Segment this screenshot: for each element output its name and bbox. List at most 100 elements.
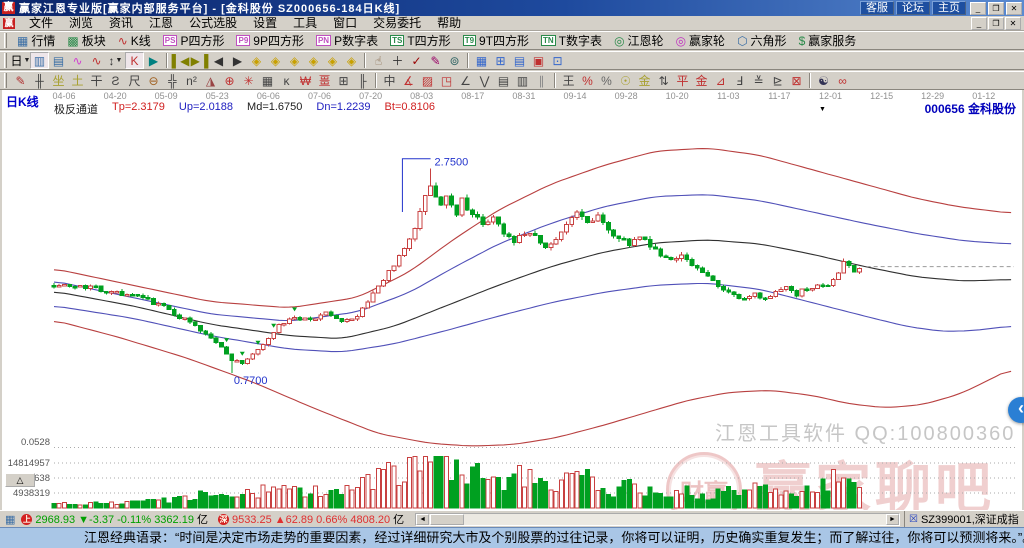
tri-right-icon[interactable]: ⊵: [772, 73, 783, 88]
menu-文件[interactable]: 文件: [29, 16, 54, 30]
titlebar-link-论坛[interactable]: 论坛: [896, 1, 930, 15]
le-icon[interactable]: ≚: [753, 73, 764, 88]
gann-diamond-6-icon[interactable]: ◈: [346, 53, 357, 68]
corner-box-icon[interactable]: ◳: [440, 73, 453, 88]
check-wave-icon[interactable]: ⋁: [479, 73, 490, 88]
last-bar-icon[interactable]: ▶▐: [190, 53, 209, 68]
mdi-restore-button[interactable]: ❐: [988, 16, 1004, 30]
candle-style-dropdown[interactable]: ↕ ▼: [108, 53, 123, 68]
toolbar-t-square-button[interactable]: TS T四方形: [384, 32, 457, 49]
toolbar-grip[interactable]: [4, 33, 7, 48]
red-box-icon[interactable]: 畺: [318, 74, 331, 88]
toolbar-winner-service-button[interactable]: $ 赢家服务: [793, 32, 863, 49]
szse-logo-icon[interactable]: 深: [217, 513, 229, 525]
span-tool-icon[interactable]: ╟: [358, 73, 367, 88]
fan-lines-icon[interactable]: ∡: [403, 73, 414, 88]
menu-帮助[interactable]: 帮助: [437, 16, 462, 30]
toolbar-grip[interactable]: [4, 53, 7, 68]
ruler-icon[interactable]: 尺: [128, 74, 141, 88]
parallel-icon[interactable]: ∥: [538, 73, 545, 88]
market-window-icon[interactable]: ▥: [30, 52, 49, 69]
box-grid-icon[interactable]: ▦: [261, 73, 274, 88]
toolbar-t9-square-button[interactable]: T9 9T四方形: [457, 32, 535, 49]
first-bar-icon[interactable]: ▌◀: [171, 53, 190, 68]
sse-logo-icon[interactable]: 上: [21, 513, 33, 525]
toolbar-sectors-button[interactable]: ▩ 板块: [61, 32, 111, 49]
gann-yellow-1-icon[interactable]: 坐: [52, 74, 65, 88]
shade-box-icon[interactable]: ▨: [421, 73, 434, 88]
w-wave-icon[interactable]: ₩: [299, 73, 312, 88]
grid-box-icon[interactable]: ⊞: [338, 73, 349, 88]
infinity-icon[interactable]: ∞: [838, 73, 847, 88]
updown-icon[interactable]: ⇅: [658, 73, 669, 88]
mdi-minimize-button[interactable]: _: [971, 16, 987, 30]
calculator-icon[interactable]: ⊞: [495, 53, 506, 68]
toolbar-p9-square-button[interactable]: P9 9P四方形: [230, 32, 309, 49]
pen-tool-icon[interactable]: ✎: [15, 73, 26, 88]
menu-窗口[interactable]: 窗口: [333, 16, 358, 30]
add-tool-icon[interactable]: ＋: [391, 54, 404, 68]
grid-dense-icon[interactable]: ╬: [168, 73, 177, 88]
binocular-icon[interactable]: ⊚: [449, 53, 460, 68]
info-window-icon[interactable]: ▤: [52, 53, 65, 68]
crossbox-icon[interactable]: ⊠: [791, 73, 802, 88]
prev-bar-icon[interactable]: ◀: [213, 53, 224, 68]
menu-浏览[interactable]: 浏览: [69, 16, 94, 30]
toolbar-t-number-button[interactable]: TN T数字表: [535, 32, 608, 49]
menu-资讯[interactable]: 资讯: [109, 16, 134, 30]
menu-江恩[interactable]: 江恩: [149, 16, 174, 30]
level-icon[interactable]: 平: [676, 74, 689, 88]
gann-diamond-4-icon[interactable]: ◈: [308, 53, 319, 68]
taiji-icon[interactable]: ☯: [818, 73, 829, 88]
gann-grid-icon[interactable]: ╫: [35, 73, 44, 88]
pane-tab-daily-kline[interactable]: 日K线: [6, 95, 39, 109]
f-angle-icon[interactable]: Ⅎ: [736, 73, 743, 88]
toolbar-grip[interactable]: [4, 73, 7, 88]
n2-icon[interactable]: n²: [186, 73, 197, 88]
angle-icon[interactable]: ∠: [460, 73, 471, 88]
sidebar-expand-button[interactable]: ‹: [1008, 397, 1024, 423]
memo-icon[interactable]: ▤: [513, 53, 526, 68]
percent-red-icon[interactable]: %: [582, 73, 593, 88]
gann-diamond-2-icon[interactable]: ◈: [270, 53, 281, 68]
restore-button[interactable]: ❐: [988, 1, 1004, 15]
label-tool-icon[interactable]: ✎: [430, 53, 441, 68]
menu-工具[interactable]: 工具: [293, 16, 318, 30]
gold-red-icon[interactable]: 金: [695, 74, 708, 88]
scroll-right-icon[interactable]: ►: [886, 513, 899, 525]
triangle-icon[interactable]: ◮: [205, 73, 216, 88]
gann-5-icon[interactable]: Ƨ: [111, 73, 120, 88]
mdi-close-button[interactable]: ✕: [1005, 16, 1021, 30]
toolbar-hexagon-button[interactable]: ⬡ 六角形: [731, 32, 793, 49]
trend-pink-icon[interactable]: ∿: [72, 53, 83, 68]
fine-grid-icon[interactable]: ▤: [497, 73, 510, 88]
gold-gann-icon[interactable]: 金: [638, 74, 651, 88]
menu-设置[interactable]: 设置: [253, 16, 278, 30]
horizontal-scrollbar[interactable]: ◄ ►: [415, 512, 900, 526]
minimize-button[interactable]: _: [970, 1, 986, 15]
percent-icon[interactable]: %: [601, 73, 612, 88]
gann-flag-icon[interactable]: 干: [90, 74, 103, 88]
gann-diamond-5-icon[interactable]: ◈: [327, 53, 338, 68]
wedge-icon[interactable]: ⊿: [715, 73, 726, 88]
trend-red-icon[interactable]: ∿: [91, 53, 102, 68]
gold-circle-icon[interactable]: ☉: [620, 73, 631, 88]
close-button[interactable]: ✕: [1006, 1, 1022, 15]
titlebar-link-主页[interactable]: 主页: [932, 1, 966, 15]
toolbar-gann-wheel-button[interactable]: ◎ 江恩轮: [608, 32, 670, 49]
period-day-dropdown[interactable]: 日 ▼: [10, 54, 31, 68]
scroll-left-icon[interactable]: ◄: [416, 513, 430, 525]
gann-yellow-2-icon[interactable]: 土: [71, 74, 84, 88]
k-angle-icon[interactable]: ĸ: [283, 73, 290, 88]
next-bar-icon[interactable]: ▶: [232, 53, 243, 68]
pick-tool-icon[interactable]: ✓: [411, 53, 422, 68]
wang-icon[interactable]: 王: [562, 74, 575, 88]
toolbar-p-square-button[interactable]: PS P四方形: [157, 32, 231, 49]
gann-diamond-1-icon[interactable]: ◈: [251, 53, 262, 68]
starburst-icon[interactable]: ✳: [243, 73, 254, 88]
save-icon[interactable]: ▣: [532, 53, 545, 68]
play-icon[interactable]: ▶: [148, 53, 159, 68]
toolbar-quotes-button[interactable]: ▦ 行情: [11, 32, 61, 49]
toolbar-p-number-button[interactable]: PN P数字表: [310, 32, 384, 49]
